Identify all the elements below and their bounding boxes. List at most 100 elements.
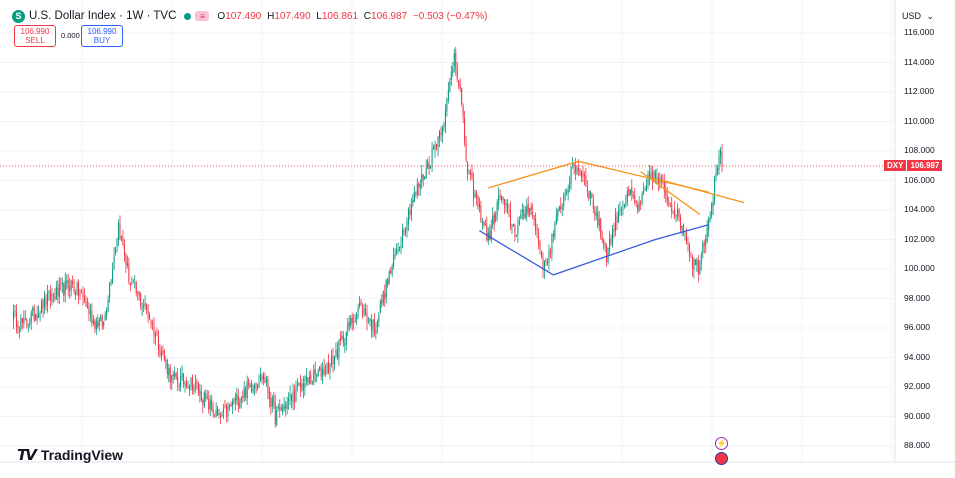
candle-body	[220, 415, 222, 418]
currency-selector[interactable]: USD ⌄	[898, 9, 938, 23]
candle-body	[277, 406, 279, 409]
candle-body	[125, 254, 127, 266]
candle-body	[335, 349, 337, 356]
candle-body	[714, 177, 716, 200]
candle-body	[183, 373, 185, 385]
candle-body	[495, 214, 497, 223]
candle-body	[632, 193, 634, 198]
candle-body	[325, 371, 327, 375]
candle-body	[569, 182, 571, 190]
sell-button[interactable]: 106.990 SELL	[14, 25, 56, 47]
candle-body	[433, 147, 435, 150]
candle-body	[567, 189, 569, 193]
candle-body	[370, 319, 372, 331]
candle-body	[461, 88, 463, 105]
candle-body	[100, 315, 102, 320]
candle-body	[147, 310, 149, 317]
candle-body	[440, 132, 442, 135]
candle-body	[508, 210, 510, 212]
candle-body	[54, 296, 56, 300]
candle-body	[576, 167, 578, 175]
tradingview-logo[interactable]: 𝙏𝙑 TradingView	[17, 446, 123, 464]
price-tick-label: 100.000	[904, 263, 935, 273]
candle-body	[672, 211, 674, 212]
candle-body	[413, 191, 415, 202]
price-tick-label: 96.000	[904, 322, 930, 332]
candle-body	[67, 280, 69, 289]
candle-body	[267, 379, 269, 394]
candle-body	[699, 265, 701, 275]
candle-body	[212, 409, 214, 415]
candle-body	[66, 280, 68, 283]
candle-body	[177, 376, 179, 384]
candle-body	[357, 308, 359, 313]
candle-body	[103, 321, 105, 327]
candle-body	[647, 174, 649, 185]
buy-price: 106.990	[87, 27, 117, 36]
us-flag-event-icon[interactable]	[715, 452, 728, 465]
candle-body	[63, 283, 65, 296]
candle-body	[612, 229, 614, 244]
candle-body	[524, 214, 526, 218]
candle-body	[561, 207, 563, 209]
candle-body	[428, 163, 430, 169]
candle-body	[169, 367, 171, 383]
candle-body	[385, 279, 387, 298]
candle-body	[690, 256, 692, 258]
candle-body	[146, 305, 148, 311]
candle-body	[205, 393, 207, 399]
candle-body	[76, 283, 78, 294]
candle-body	[449, 81, 451, 91]
candle-body	[678, 209, 680, 218]
candle-body	[542, 257, 544, 270]
candle-body	[560, 205, 562, 210]
candle-body	[252, 389, 254, 392]
eye-icon[interactable]: ≡	[195, 11, 210, 21]
candle-body	[579, 170, 581, 176]
candle-body	[282, 407, 284, 413]
candle-body	[134, 283, 136, 285]
candle-body	[459, 84, 461, 89]
candle-body	[538, 235, 540, 245]
candle-body	[270, 397, 272, 408]
candle-body	[687, 242, 689, 244]
candle-body	[221, 414, 223, 416]
candle-body	[254, 385, 256, 390]
candle-body	[202, 400, 204, 405]
candle-body	[493, 214, 495, 225]
candle-body	[138, 291, 140, 296]
candle-body	[378, 314, 380, 323]
candle-body	[265, 379, 267, 383]
candle-body	[223, 407, 225, 413]
candle-body	[52, 294, 54, 296]
spread-value: 0.000	[61, 31, 80, 40]
candle-body	[393, 254, 395, 266]
candle-body	[607, 247, 609, 262]
candle-body	[486, 224, 488, 241]
candle-body	[79, 294, 81, 295]
candle-body	[552, 233, 554, 237]
candle-body	[563, 194, 565, 207]
candle-body	[582, 172, 584, 177]
symbol-title[interactable]: U.S. Dollar Index · 1W · TVC	[29, 10, 177, 22]
candle-body	[444, 110, 446, 126]
candle-body	[628, 189, 630, 196]
candle-body	[668, 201, 670, 203]
candle-body	[239, 402, 241, 408]
candle-body	[484, 223, 486, 226]
candle-body	[609, 238, 611, 250]
candle-body	[194, 382, 196, 385]
candle-body	[557, 209, 559, 217]
candle-body	[551, 234, 553, 254]
price-tag-symbol: DXY	[884, 160, 907, 172]
candle-body	[359, 302, 361, 307]
candle-body	[533, 215, 535, 221]
candle-body	[585, 176, 587, 187]
buy-button[interactable]: 106.990 BUY	[81, 25, 123, 47]
candle-body	[237, 395, 239, 407]
candle-body	[48, 291, 50, 293]
candle-body	[242, 396, 244, 398]
flash-event-icon[interactable]: ⚡	[715, 437, 728, 450]
candle-body	[467, 162, 469, 174]
